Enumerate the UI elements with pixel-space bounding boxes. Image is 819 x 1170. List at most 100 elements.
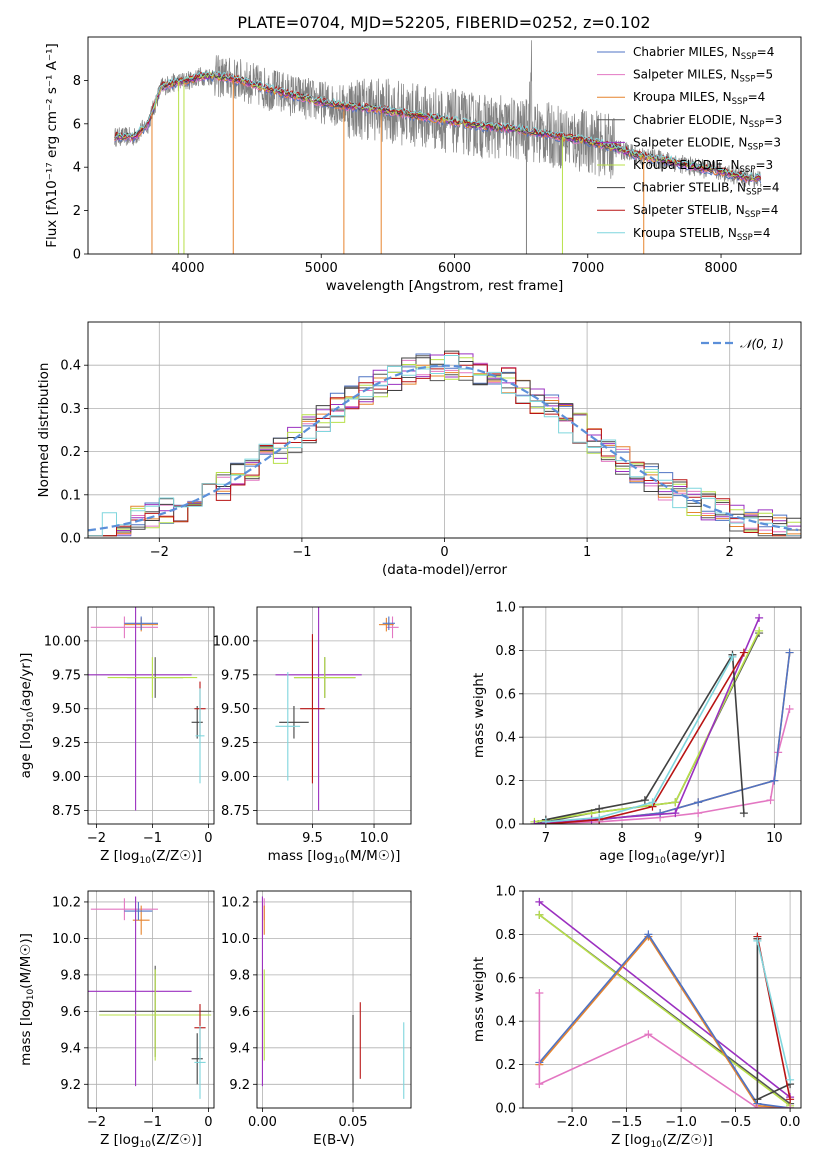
legend-suffix: =3 <box>755 158 773 172</box>
legend-label: Chabrier STELIB, NSSP=4 <box>633 181 780 198</box>
label-part: Z [ <box>611 1132 630 1148</box>
x-tick-label: 6000 <box>438 261 471 276</box>
weight-point <box>786 1104 795 1108</box>
weight-point <box>786 1095 795 1104</box>
y-tick-label: 9.75 <box>52 668 81 683</box>
label-part: mass [ <box>18 1021 34 1066</box>
legend-label-text: Salpeter ELODIE, N <box>633 135 747 149</box>
legend-subscript: SSP <box>741 52 757 62</box>
y-tick-label: 0.0 <box>60 532 81 547</box>
x-tick-label: 0.05 <box>339 1115 368 1130</box>
legend-suffix: =5 <box>755 68 773 82</box>
x-tick-label: −2 <box>87 831 106 846</box>
y-tick-label: 9.4 <box>229 1041 250 1056</box>
legend-suffix: =3 <box>765 113 783 127</box>
axes-mass_vs_ebv: 0.00 0.05 9.2 9.4 9.6 9.8 10.0 10.2 E(B-V) <box>221 891 411 1148</box>
y-tick-label: 10.0 <box>221 932 250 947</box>
label-part: log <box>18 1000 34 1021</box>
y-tick-label: 9.25 <box>221 736 250 751</box>
y-tick-label: 0.2 <box>495 1058 516 1073</box>
weight-point <box>640 796 649 805</box>
y-tick-label: 9.2 <box>229 1078 250 1093</box>
x-tick-label: 8000 <box>704 261 737 276</box>
errorbar-plot <box>88 607 206 811</box>
weight-line <box>756 940 791 1080</box>
weight-line <box>538 708 791 824</box>
y-axis-label: mass [log10(M/M☉)] <box>18 933 36 1066</box>
weight-point <box>766 796 775 805</box>
y-tick-label: 0.0 <box>495 1102 516 1117</box>
errorbar-plot <box>261 896 405 1103</box>
weight-point <box>644 1030 653 1039</box>
y-tick-label: 0.4 <box>495 731 516 746</box>
weight-point <box>694 798 703 807</box>
label-subscript: 10 <box>26 711 36 723</box>
legend-label: Chabrier ELODIE, NSSP=3 <box>633 113 782 130</box>
x-axis-label: (data-model)/error <box>382 562 508 578</box>
axes-frame <box>87 321 802 539</box>
weight-point <box>753 1104 762 1108</box>
y-tick-label: 8.75 <box>52 804 81 819</box>
legend-label-text: Chabrier ELODIE, N <box>633 113 749 127</box>
label-part: age [ <box>18 744 34 779</box>
y-axis-label: mass weight <box>471 673 487 758</box>
y-tick-label: 9.00 <box>221 770 250 785</box>
label-part: Z [ <box>100 1132 119 1148</box>
x-tick-label: 1 <box>583 545 591 560</box>
axes-frame <box>256 606 412 825</box>
legend-label: Salpeter STELIB, NSSP=4 <box>633 203 778 220</box>
y-tick-label: 0 <box>73 248 81 263</box>
y-tick-label: 9.25 <box>52 736 81 751</box>
axes-frame <box>522 890 802 1109</box>
x-tick-label: 0.00 <box>248 1115 277 1130</box>
y-tick-label: 0.0 <box>495 818 516 833</box>
weight-line <box>538 901 791 1098</box>
y-tick-label: 0.8 <box>495 644 516 659</box>
legend-subscript: SSP <box>745 210 761 220</box>
legend-label-text: Salpeter MILES, N <box>633 68 740 82</box>
weight-point <box>755 626 764 635</box>
y-tick-label: 9.50 <box>221 702 250 717</box>
label-part: log <box>630 1132 651 1148</box>
weight-point <box>739 648 748 657</box>
x-tick-label: 5000 <box>305 261 338 276</box>
axes-residuals: −2 −1 0 1 2 0.0 0.1 0.2 0.3 0.4 (data-model)/error… <box>36 322 801 578</box>
x-tick-label: 7000 <box>571 261 604 276</box>
x-tick-label: 8 <box>618 831 626 846</box>
label-part: log <box>634 848 655 864</box>
label-part: Flux [fλ10⁻¹⁷ erg cm⁻² s⁻¹ A⁻¹] <box>44 43 60 248</box>
y-tick-label: 9.50 <box>52 702 81 717</box>
weight-line <box>534 630 760 823</box>
y-tick-label: 0.4 <box>60 359 81 374</box>
x-tick-label: −2 <box>87 1115 106 1130</box>
weight-point <box>535 1080 544 1089</box>
weight-plot <box>535 897 795 1108</box>
label-part: (Z/Z☉)] <box>662 1132 713 1148</box>
weight-point <box>770 776 779 785</box>
weight-line <box>538 652 791 824</box>
label-part: (age/yr)] <box>666 848 725 864</box>
x-tick-label: 9 <box>694 831 702 846</box>
weight-point <box>753 936 762 945</box>
x-tick-label: 0 <box>440 545 448 560</box>
weight-line <box>538 933 791 1108</box>
label-part: (M/M☉)] <box>345 848 401 864</box>
y-tick-label: 0.8 <box>495 928 516 943</box>
weight-point <box>728 652 737 661</box>
y-tick-label: 10.00 <box>213 634 250 649</box>
errorbar-plot <box>275 607 399 811</box>
y-tick-label: 9.00 <box>52 770 81 785</box>
errorbar-plot <box>88 896 212 1099</box>
label-part: Normed distribution <box>36 363 52 498</box>
y-axis-label: mass weight <box>471 957 487 1042</box>
legend-label-text: Chabrier MILES, N <box>633 45 741 59</box>
weight-point <box>535 910 544 919</box>
label-part: mass weight <box>471 957 487 1042</box>
y-tick-label: 9.4 <box>60 1041 81 1056</box>
y-tick-label: 8 <box>73 74 81 89</box>
legend-subscript: SSP <box>737 233 753 243</box>
legend-subscript: SSP <box>740 165 756 175</box>
residual-histogram <box>88 357 801 537</box>
